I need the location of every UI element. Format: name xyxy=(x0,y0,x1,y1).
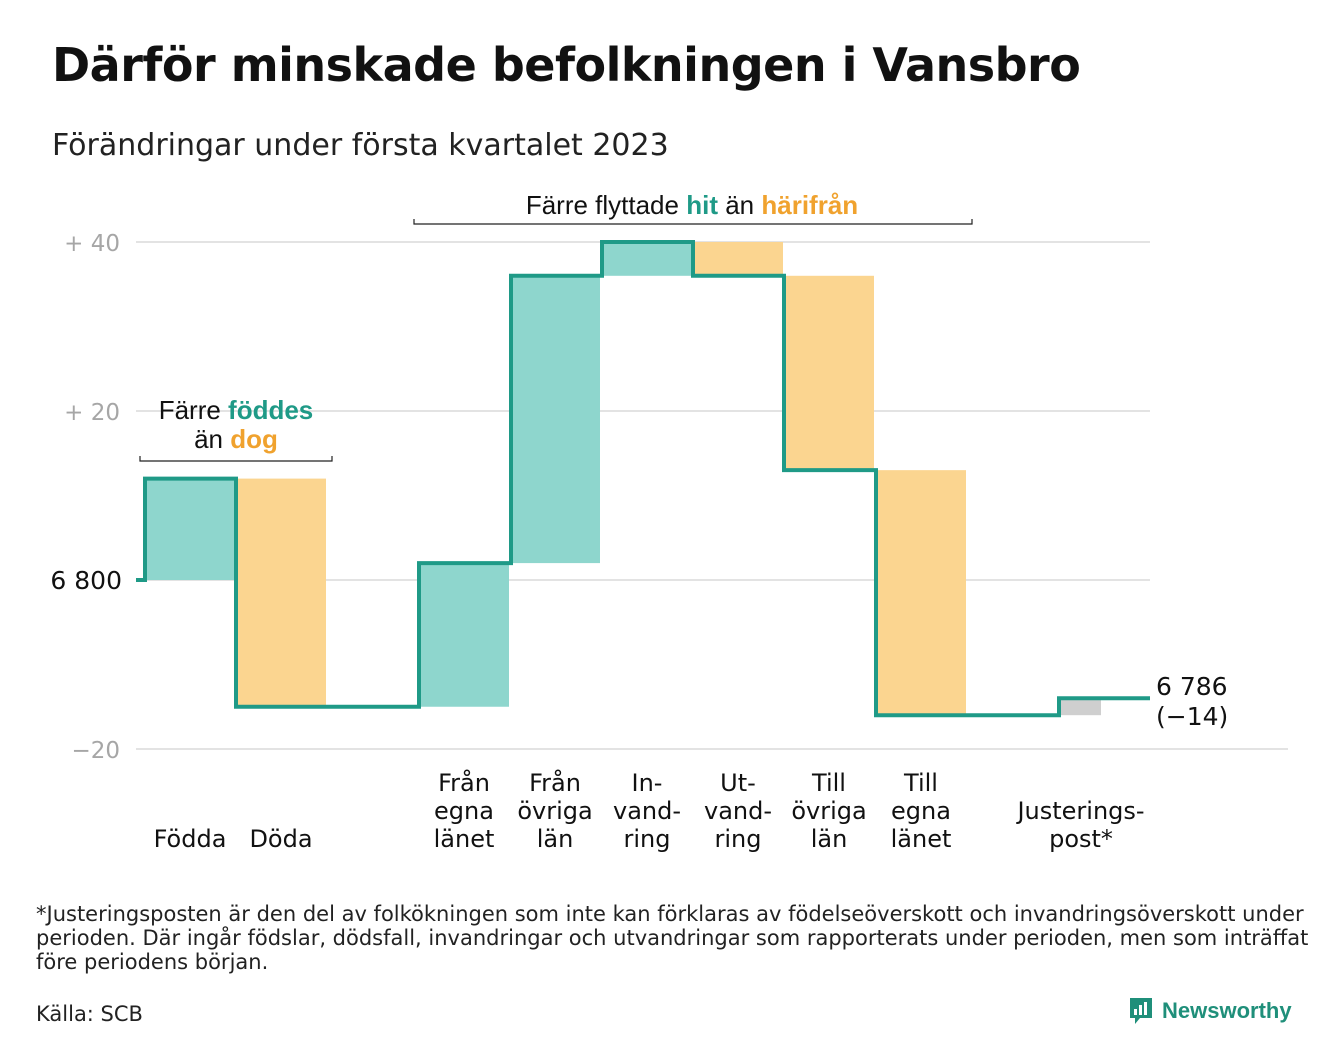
chart-subtitle: Förändringar under första kvartalet 2023 xyxy=(52,128,669,163)
bar-increase xyxy=(145,478,235,580)
bar-decrease xyxy=(693,242,783,276)
category-label: ring xyxy=(624,825,671,853)
end-value-label: (−14) xyxy=(1156,702,1228,731)
category-label: Ut- xyxy=(720,769,756,797)
y-tick-label: 6 800 xyxy=(50,566,122,595)
category-label: vand- xyxy=(704,797,772,825)
category-label: län xyxy=(811,825,848,853)
footnote: *Justeringsposten är den del av folkökni… xyxy=(36,902,1309,974)
category-label: Döda xyxy=(249,825,312,853)
annotation-bracket xyxy=(139,456,333,462)
category-label: Till xyxy=(811,769,846,797)
category-label: län xyxy=(537,825,574,853)
category-label: post* xyxy=(1049,825,1113,853)
bar-decrease xyxy=(236,478,326,707)
annotation-births: än dog xyxy=(194,424,278,454)
category-label: Justerings- xyxy=(1015,797,1144,825)
category-label: vand- xyxy=(613,797,681,825)
annotation-bracket xyxy=(413,219,973,225)
category-label: länet xyxy=(891,825,952,853)
category-label: övriga xyxy=(791,797,866,825)
category-label: övriga xyxy=(517,797,592,825)
bar-adjustment xyxy=(1061,698,1101,716)
category-label: länet xyxy=(434,825,495,853)
annotation-births: Färre föddes xyxy=(159,395,314,425)
brand-name: Newsworthy xyxy=(1162,998,1292,1023)
bar-increase xyxy=(419,563,509,707)
y-tick-label: −20 xyxy=(71,738,120,764)
bar-increase xyxy=(510,275,600,564)
newsworthy-logo-icon xyxy=(1130,998,1152,1024)
source-note: Källa: SCB xyxy=(36,1002,143,1026)
bar-decrease xyxy=(876,470,966,716)
category-label: In- xyxy=(632,769,663,797)
chart-title: Därför minskade befolkningen i Vansbro xyxy=(52,38,1081,92)
category-label: Från xyxy=(438,768,490,797)
bar-increase xyxy=(602,242,692,276)
category-label: ring xyxy=(715,825,762,853)
category-label: Från xyxy=(529,768,581,797)
end-value-label: 6 786 xyxy=(1156,672,1228,701)
annotation-moves: Färre flyttade hit än härifrån xyxy=(526,190,858,220)
bar-decrease xyxy=(784,275,874,471)
y-tick-label: + 40 xyxy=(64,231,120,257)
category-label: Födda xyxy=(154,825,227,853)
waterfall-line xyxy=(136,240,1150,718)
brand-logo: Newsworthy xyxy=(1128,996,1292,1026)
y-tick-label: + 20 xyxy=(64,400,120,426)
category-label: Till xyxy=(903,769,938,797)
category-label: egna xyxy=(434,797,494,825)
category-label: egna xyxy=(891,797,951,825)
